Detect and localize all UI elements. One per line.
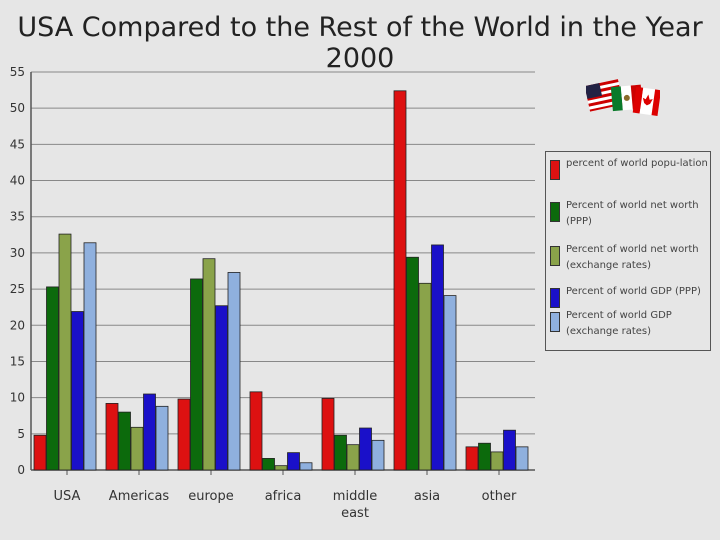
bar xyxy=(406,256,419,471)
legend-label: Percent of world net worth (PPP) xyxy=(566,200,699,227)
bar xyxy=(371,439,385,471)
y-tick-label: 50 xyxy=(10,101,25,115)
y-tick-label: 55 xyxy=(10,65,25,79)
legend-label: Percent of world GDP (PPP) xyxy=(566,286,701,297)
y-tick-label: 25 xyxy=(10,282,25,296)
y-tick-label: 35 xyxy=(10,210,25,224)
bar xyxy=(155,405,169,471)
bar xyxy=(46,286,59,471)
bar xyxy=(465,446,479,471)
legend-swatch xyxy=(550,288,560,308)
bar xyxy=(262,458,275,471)
legend-label: percent of world popu-lation xyxy=(566,158,708,169)
y-tick-label: 40 xyxy=(10,174,25,188)
y-tick-label: 15 xyxy=(10,354,25,368)
x-tick-label: europe xyxy=(188,489,234,504)
bar xyxy=(359,427,372,471)
legend-label: Percent of world net worth (exchange rat… xyxy=(566,244,699,271)
bar xyxy=(334,434,347,471)
bar xyxy=(443,295,457,471)
bar xyxy=(105,403,119,471)
bar xyxy=(177,398,191,471)
chart-title: USA Compared to the Rest of the World in… xyxy=(17,12,703,74)
y-tick-label: 5 xyxy=(17,427,25,441)
x-tick-label: Americas xyxy=(109,489,170,504)
bar xyxy=(490,451,504,471)
bar xyxy=(143,393,156,471)
bars xyxy=(33,90,529,471)
bar xyxy=(33,434,47,471)
x-tick-label: other xyxy=(482,489,517,504)
bar xyxy=(321,397,335,471)
bar xyxy=(118,411,131,471)
x-tick-label: middle east xyxy=(333,489,377,521)
y-tick-label: 30 xyxy=(10,246,25,260)
bar xyxy=(393,90,407,471)
chart-legend: percent of world popu-lation Percent of … xyxy=(545,151,711,351)
legend-swatch xyxy=(550,246,560,266)
bar xyxy=(515,446,529,471)
bar xyxy=(287,452,300,471)
legend-swatch xyxy=(550,312,560,332)
usa-mexico-canada-flags-icon xyxy=(586,79,660,116)
bar xyxy=(346,444,360,471)
bar xyxy=(431,244,444,471)
y-tick-label: 0 xyxy=(17,463,25,477)
y-tick-label: 20 xyxy=(10,318,25,332)
bar xyxy=(299,462,313,471)
x-tick-label: asia xyxy=(414,489,440,504)
bar xyxy=(478,442,491,471)
legend-swatch xyxy=(550,202,560,222)
bar xyxy=(202,258,216,471)
bar xyxy=(274,465,288,471)
legend-swatch xyxy=(550,160,560,180)
bar xyxy=(227,272,241,471)
y-tick-label: 10 xyxy=(10,391,25,405)
bar xyxy=(71,311,84,471)
x-tick-label: USA xyxy=(54,489,81,504)
x-tick-label: africa xyxy=(265,489,302,504)
bar xyxy=(215,305,228,471)
y-tick-label: 45 xyxy=(10,137,25,151)
bar xyxy=(83,242,97,471)
bar xyxy=(418,282,432,471)
tick-labels: 0 5 10 15 20 25 30 35 40 45 50 55 USA Americas europe a… xyxy=(10,65,517,521)
bar xyxy=(503,429,516,471)
bar xyxy=(130,426,144,471)
legend-label: Percent of world GDP (exchange rates) xyxy=(566,310,672,337)
bar xyxy=(58,233,72,471)
bar xyxy=(190,278,203,471)
bar xyxy=(249,391,263,471)
